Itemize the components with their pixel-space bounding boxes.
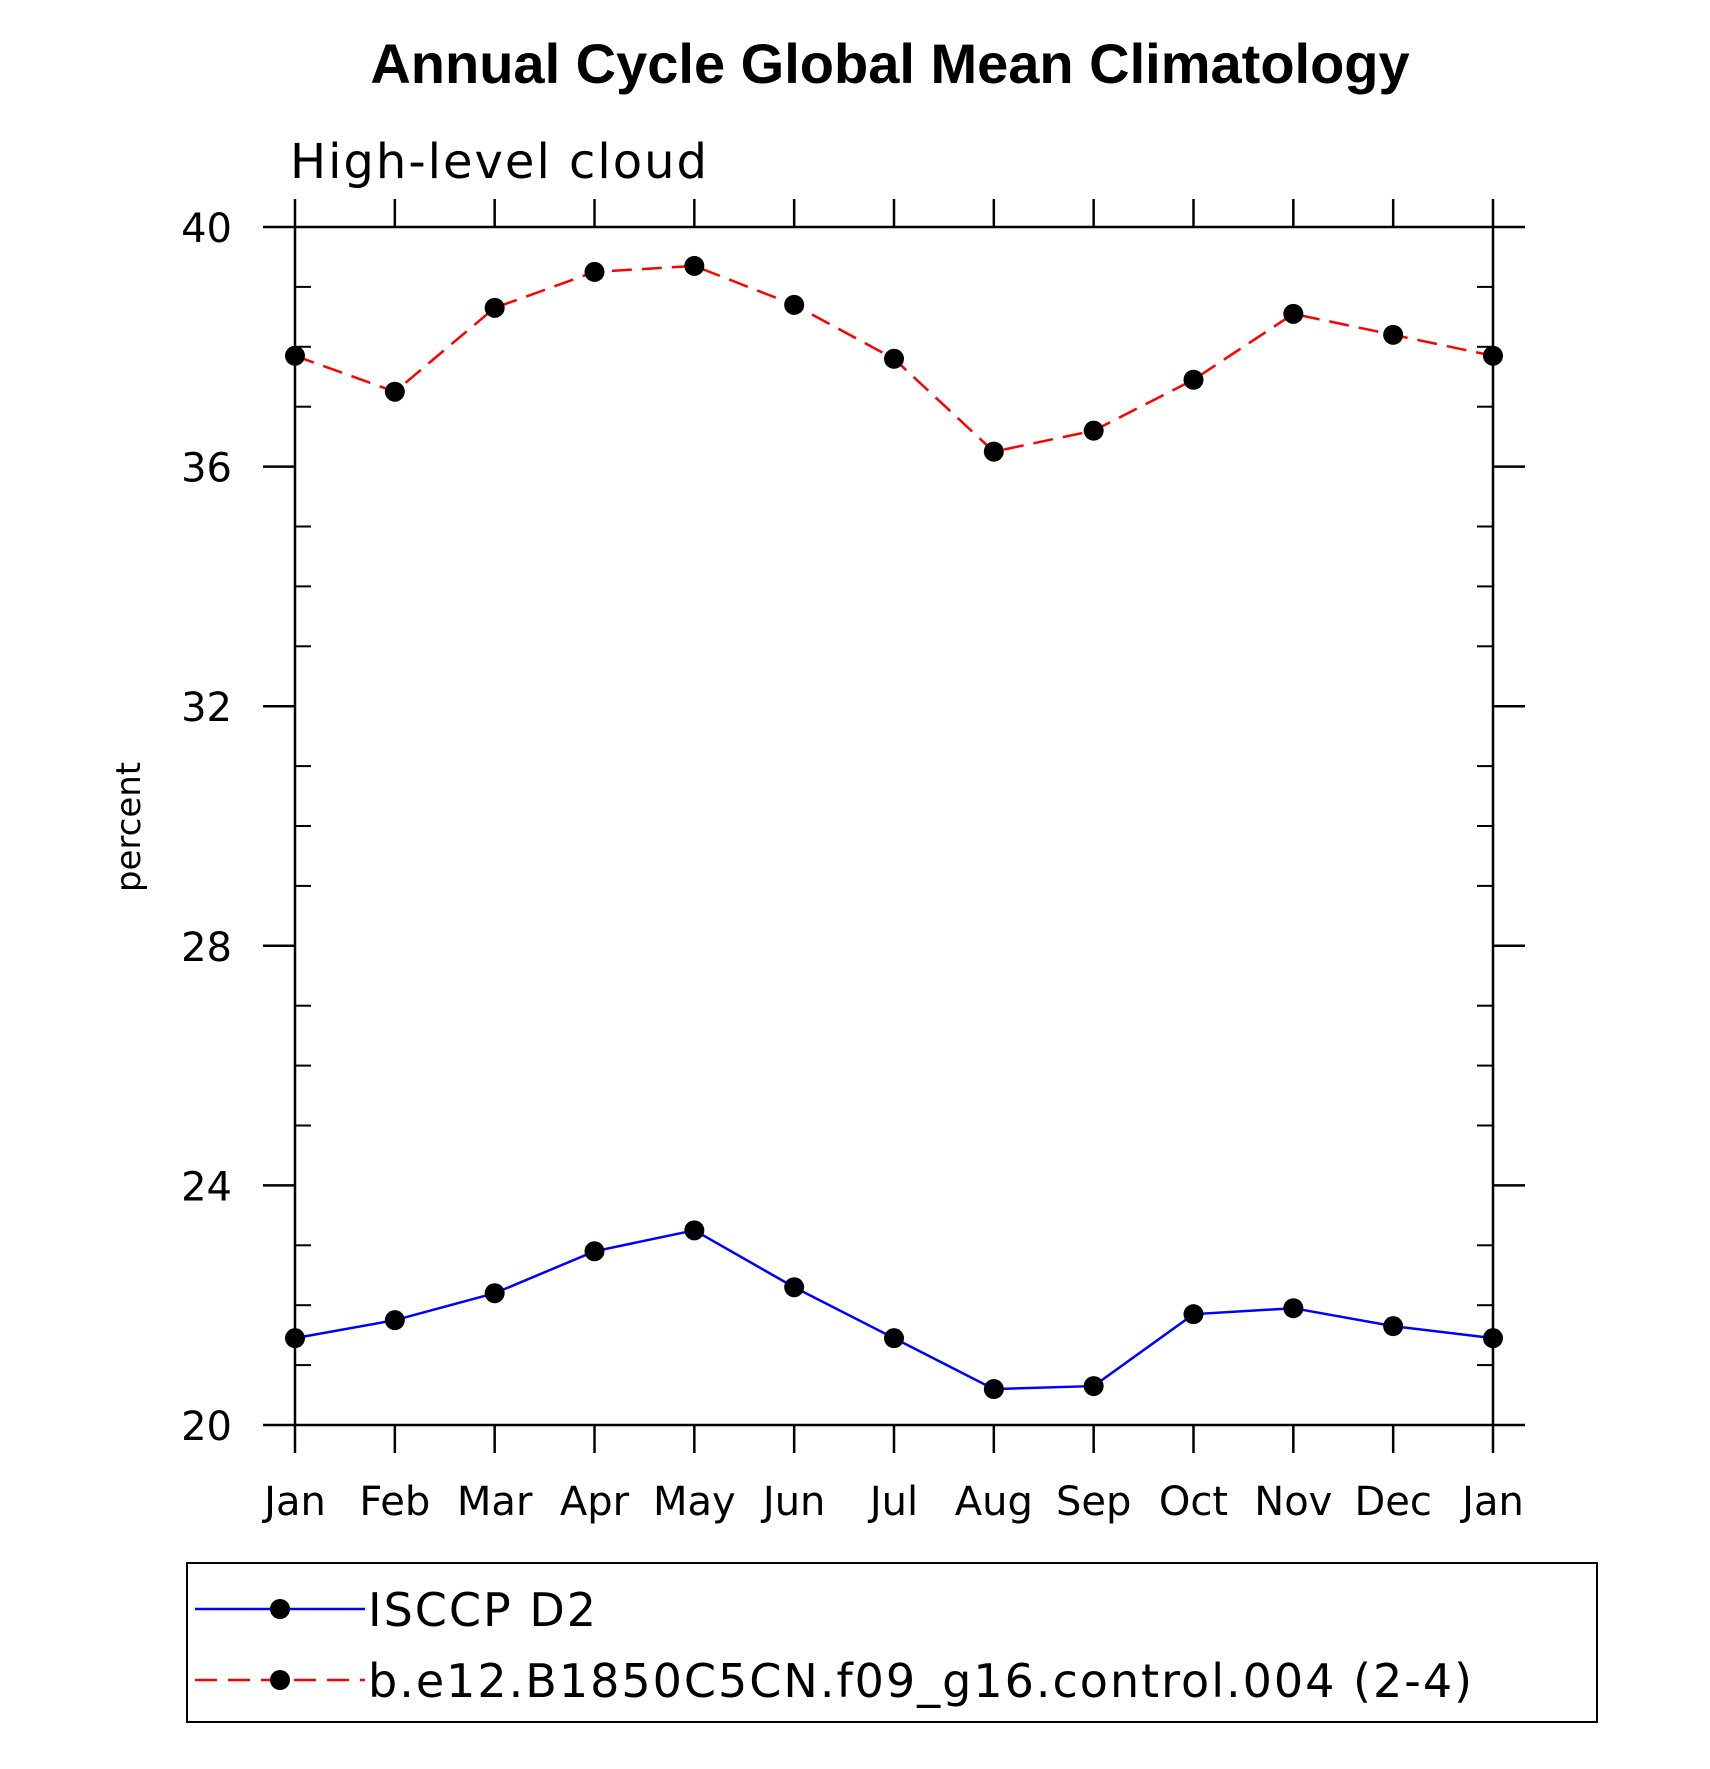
data-point	[1383, 324, 1404, 345]
data-point	[884, 348, 904, 369]
y-tick-label: 40	[181, 206, 232, 252]
data-point	[584, 1241, 605, 1262]
data-point	[1483, 345, 1503, 366]
data-point	[983, 1379, 1004, 1400]
y-tick-label: 20	[181, 1404, 232, 1450]
data-point	[1283, 1298, 1304, 1319]
x-tick-label: Dec	[1354, 1479, 1431, 1525]
y-tick-label: 24	[181, 1164, 232, 1210]
data-point	[1083, 1376, 1104, 1397]
data-point	[1483, 1328, 1503, 1349]
series-2	[285, 255, 1503, 462]
x-tick-label: Aug	[955, 1479, 1033, 1525]
y-tick-label: 32	[181, 685, 232, 731]
x-tick-label: Apr	[560, 1479, 630, 1525]
data-point	[584, 261, 605, 282]
x-tick-label: Sep	[1056, 1479, 1131, 1525]
y-tick-label: 36	[181, 446, 232, 492]
series-line	[294, 1229, 1494, 1391]
legend-marker	[270, 1670, 290, 1690]
data-point	[285, 1328, 305, 1349]
data-point	[1183, 369, 1204, 390]
series-layer	[285, 255, 1503, 1400]
x-tick-label: Jun	[760, 1479, 826, 1525]
data-point	[484, 297, 505, 318]
data-point	[384, 381, 405, 402]
data-point	[784, 1277, 805, 1298]
data-point	[484, 1283, 505, 1304]
x-tick-label: Jan	[261, 1479, 326, 1525]
x-tick-label: Nov	[1254, 1479, 1332, 1525]
data-point	[1383, 1316, 1404, 1337]
data-point	[684, 1220, 705, 1241]
data-point	[384, 1310, 405, 1331]
legend-box	[186, 1562, 1598, 1723]
y-axis-label: percent	[109, 762, 149, 892]
x-tick-label: Oct	[1159, 1479, 1228, 1525]
chart-subtitle: High-level cloud	[290, 134, 709, 190]
x-tick-label: Jul	[867, 1479, 918, 1525]
series-1	[285, 1220, 1503, 1400]
data-point	[784, 294, 805, 315]
x-tick-label: May	[653, 1479, 736, 1525]
legend-label: b.e12.B1850C5CN.f09_g16.control.004 (2-4…	[368, 1654, 1474, 1708]
data-point	[1183, 1304, 1204, 1325]
x-tick-label: Feb	[359, 1479, 430, 1525]
data-point	[1283, 303, 1304, 324]
legend-label: ISCCP D2	[368, 1583, 598, 1637]
data-point	[983, 441, 1004, 462]
legend: ISCCP D2 b.e12.B1850C5CN.f09_g16.control.…	[186, 1562, 1598, 1723]
data-point	[684, 255, 705, 276]
x-tick-label: Jan	[1459, 1479, 1524, 1525]
data-point	[285, 345, 305, 366]
x-tick-label: Mar	[457, 1479, 533, 1525]
data-point	[1083, 420, 1104, 441]
data-point	[884, 1328, 904, 1349]
y-tick-label: 28	[181, 925, 232, 971]
chart-title: Annual Cycle Global Mean Climatology	[370, 32, 1409, 95]
plot-frame	[293, 225, 1495, 1427]
legend-marker	[270, 1599, 290, 1619]
plot-axes: Jan Feb Mar Apr May Jun Jul Aug Sep Oct Nov Dec Jan 2…	[181, 199, 1525, 1525]
